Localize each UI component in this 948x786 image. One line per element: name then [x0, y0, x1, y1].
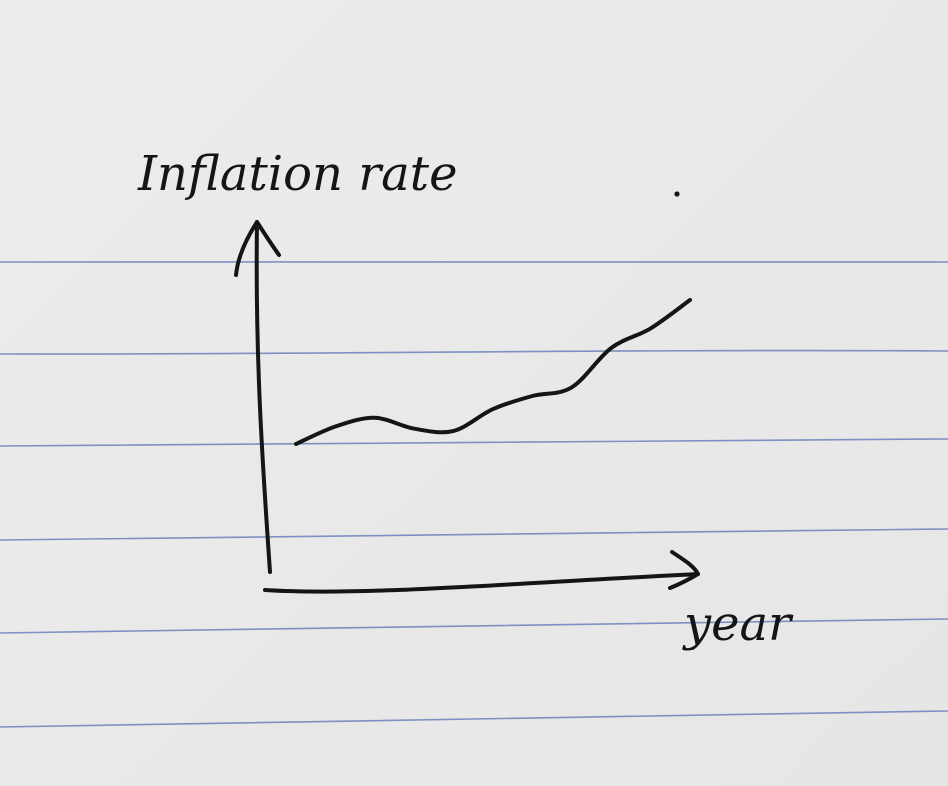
x-axis-line: [263, 572, 700, 594]
y-axis-arrowhead: [234, 220, 281, 277]
ruled-line: [0, 618, 948, 634]
x-axis-label: year: [682, 596, 794, 652]
y-axis-line: [254, 220, 272, 574]
data-series: [294, 298, 692, 446]
y-axis-label: Inflation rate: [137, 146, 457, 202]
ruled-line: [0, 349, 948, 355]
inflation-line: [294, 298, 692, 446]
x-axis-arrowhead: [668, 550, 700, 590]
ink-dot: [674, 191, 680, 197]
ruled-line: [0, 528, 948, 541]
ruled-line: [0, 438, 948, 447]
ruled-line: [0, 260, 948, 264]
ruled-lines: [0, 260, 948, 728]
ruled-line: [0, 710, 948, 728]
